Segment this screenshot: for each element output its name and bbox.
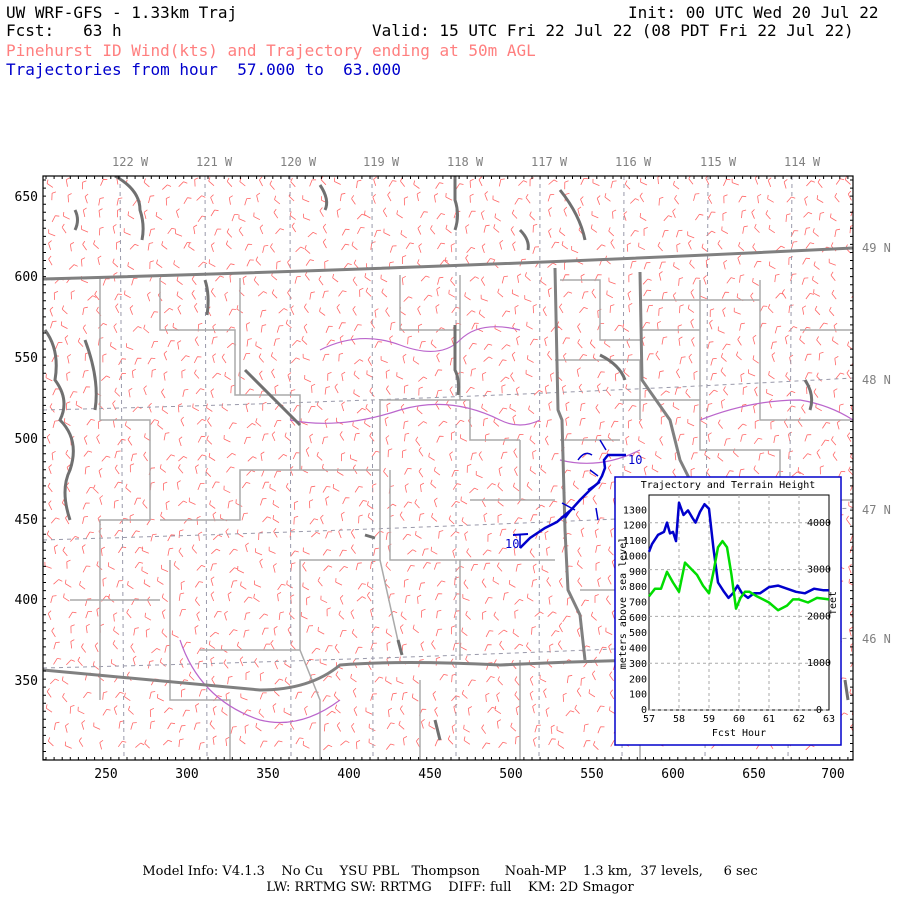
lon-label: 116 W — [615, 155, 652, 169]
x-tick-label: 350 — [256, 767, 279, 782]
inset-x-tick-label: 60 — [733, 714, 745, 725]
inset-x-tick-label: 59 — [703, 714, 715, 725]
y-tick-label: 600 — [15, 270, 38, 285]
lon-label: 117 W — [531, 155, 568, 169]
inset-y-ticks: 0 100 200 300 400 500 600 700 800 900 1000 1100 1200… — [623, 505, 647, 716]
init-time: Init: 00 UTC Wed 20 Jul 22 — [628, 3, 879, 22]
lon-label: 119 W — [363, 155, 400, 169]
lon-label: 121 W — [196, 155, 233, 169]
x-tick-label: 400 — [337, 767, 360, 782]
inset-y-tick-label: 100 — [629, 690, 647, 701]
inset-y-tick-label: 1000 — [623, 551, 647, 562]
lon-label: 115 W — [700, 155, 737, 169]
inset-x-tick-label: 58 — [673, 714, 685, 725]
trajectory-start-label: 10 — [505, 537, 519, 551]
inset-y-tick-label: 1200 — [623, 521, 647, 532]
inset-grid — [649, 495, 829, 711]
wind-barb-field — [44, 176, 853, 751]
inset-x-tick-label: 62 — [793, 714, 805, 725]
lon-label: 122 W — [112, 155, 149, 169]
inset-y-tick-label: 800 — [629, 582, 647, 593]
inset-y-tick-label: 500 — [629, 628, 647, 639]
inset-y-tick-label: 0 — [641, 705, 647, 716]
inset-series — [647, 501, 830, 612]
trajectory-path: 10 10 — [505, 439, 642, 551]
inset-xlabel: Fcst Hour — [712, 728, 766, 739]
plot-subtitle: Pinehurst ID Wind(kts) and Trajectory en… — [6, 41, 536, 60]
x-tick-label: 650 — [742, 767, 765, 782]
inset-feet-tick-label: 3000 — [807, 565, 831, 576]
inset-ylabel-left: meters above sea level — [618, 537, 629, 669]
y-tick-label: 350 — [15, 674, 38, 689]
inset-feet-tick-label: 2000 — [807, 611, 831, 622]
lon-label: 120 W — [280, 155, 317, 169]
y-tick-label: 400 — [15, 593, 38, 608]
y-tick-label: 450 — [15, 513, 38, 528]
y-tick-label: 650 — [15, 190, 38, 205]
y-tick-label: 550 — [15, 351, 38, 366]
inset-title: Trajectory and Terrain Height — [641, 480, 816, 491]
lon-label: 118 W — [447, 155, 484, 169]
frame-ticks — [43, 176, 853, 761]
x-tick-label: 450 — [418, 767, 441, 782]
x-tick-label: 700 — [821, 767, 844, 782]
terrain-line — [648, 539, 830, 612]
lat-label: 49 N — [862, 241, 891, 255]
lakes-and-coastline — [43, 176, 850, 741]
inset-y-tick-label: 900 — [629, 567, 647, 578]
forecast-hour: Fcst: 63 h — [6, 21, 122, 40]
inset-x-tick-label: 57 — [643, 714, 655, 725]
lat-label: 47 N — [862, 503, 891, 517]
trajectory-range: Trajectories from hour 57.000 to 63.000 — [6, 60, 401, 79]
terrain-height-inset: Trajectory and Terrain Height 0 100 200 300… — [614, 476, 842, 746]
plot-title: UW WRF-GFS - 1.33km Traj — [6, 3, 238, 22]
model-info-line1: Model Info: V4.1.3 No Cu YSU PBL Thompso… — [142, 864, 758, 879]
x-tick-label: 300 — [175, 767, 198, 782]
state-borders — [43, 246, 853, 692]
inset-y-tick-label: 700 — [629, 598, 647, 609]
trajectory-end-label: 10 — [628, 453, 642, 467]
map-frame — [42, 175, 854, 761]
x-tick-label: 250 — [94, 767, 117, 782]
inset-feet-ticks: 0 1000 2000 3000 4000 — [807, 518, 831, 716]
inset-ylabel-right: feet — [828, 591, 839, 615]
y-tick-label: 500 — [15, 432, 38, 447]
x-tick-label: 500 — [499, 767, 522, 782]
inset-x-tick-label: 63 — [823, 714, 835, 725]
inset-x-ticks: 57 58 59 60 61 62 63 — [643, 714, 835, 725]
lon-label: 114 W — [784, 155, 821, 169]
inset-x-tick-label: 61 — [763, 714, 775, 725]
x-tick-label: 550 — [580, 767, 603, 782]
lat-label: 46 N — [862, 632, 891, 646]
inset-feet-tick-label: 4000 — [807, 518, 831, 529]
inset-feet-tick-label: 1000 — [807, 658, 831, 669]
inset-y-tick-label: 200 — [629, 674, 647, 685]
inset-feet-tick-label: 0 — [816, 705, 822, 716]
inset-y-tick-label: 600 — [629, 613, 647, 624]
x-tick-label: 600 — [661, 767, 684, 782]
inset-y-tick-label: 1300 — [623, 505, 647, 516]
valid-time: Valid: 15 UTC Fri 22 Jul 22 (08 PDT Fri … — [372, 21, 854, 40]
model-info-line2: LW: RRTMG SW: RRTMG DIFF: full KM: 2D Sm… — [266, 880, 634, 895]
inset-y-tick-label: 300 — [629, 659, 647, 670]
inset-y-tick-label: 1100 — [623, 536, 647, 547]
inset-y-tick-label: 400 — [629, 644, 647, 655]
lat-label: 48 N — [862, 373, 891, 387]
